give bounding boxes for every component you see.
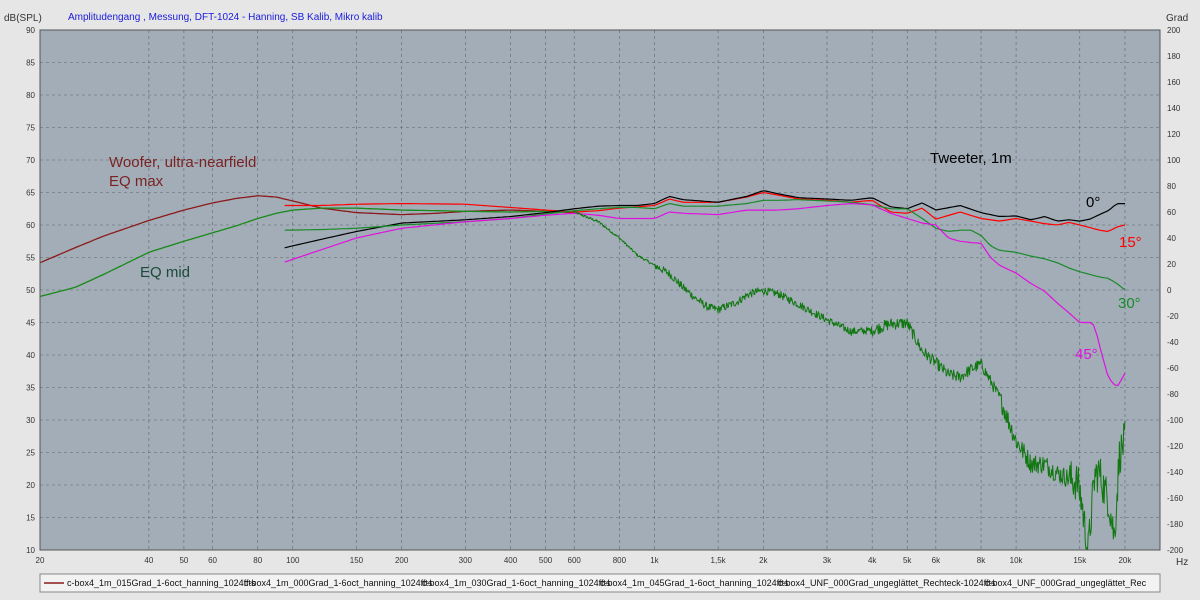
- x-tick-label: 8k: [977, 556, 986, 565]
- y-axis-right: -200-180-160-140-120-100-80-60-40-200204…: [1167, 26, 1184, 555]
- y2-tick-label: 60: [1167, 208, 1176, 217]
- x-axis: 20 40 50 60 80 100 150 200 300 400 500 600 800 1k 1,5k…: [36, 556, 1133, 565]
- series-line-4: [284, 199, 1126, 291]
- x-tick-label: 80: [253, 556, 262, 565]
- y2-tick-label: 120: [1167, 130, 1181, 139]
- annotation-15-deg: 15°: [1119, 234, 1142, 251]
- x-tick-label: 15k: [1073, 556, 1087, 565]
- x-tick-label: 2k: [759, 556, 768, 565]
- series-line-6: [573, 211, 1126, 551]
- x-tick-label: 200: [395, 556, 409, 565]
- y2-tick-label: 180: [1167, 52, 1181, 61]
- x-tick-label: 3k: [823, 556, 832, 565]
- y2-tick-label: 20: [1167, 260, 1176, 269]
- y-tick-label: 80: [26, 91, 35, 100]
- x-tick-label: 400: [504, 556, 518, 565]
- y-tick-label: 90: [26, 26, 35, 35]
- series-line-0: [39, 195, 575, 264]
- chart-title: Amplitudengang , Messung, DFT-1024 - Han…: [68, 12, 383, 23]
- series-line-1: [39, 207, 575, 298]
- y2-tick-label: -60: [1167, 364, 1179, 373]
- x-tick-label: 10k: [1010, 556, 1024, 565]
- legend-item-015: c-box4_1m_015Grad_1-6oct_hanning_1024fft…: [67, 578, 256, 588]
- y2-tick-label: 40: [1167, 234, 1176, 243]
- y2-tick-label: 80: [1167, 182, 1176, 191]
- annotations: Woofer, ultra-nearfield EQ max EQ mid Tw…: [109, 150, 1142, 363]
- y2-tick-label: 200: [1167, 26, 1181, 35]
- x-tick-label: 50: [179, 556, 188, 565]
- y2-tick-label: 0: [1167, 286, 1172, 295]
- y2-tick-label: -180: [1167, 520, 1184, 529]
- annotation-eq-max: EQ max: [109, 173, 164, 190]
- x-tick-label: 1,5k: [711, 556, 727, 565]
- y-tick-label: 25: [26, 449, 35, 458]
- annotation-woofer: Woofer, ultra-nearfield: [109, 154, 256, 171]
- y2-tick-label: 140: [1167, 104, 1181, 113]
- y-tick-label: 70: [26, 156, 35, 165]
- y-tick-label: 40: [26, 351, 35, 360]
- y-tick-label: 35: [26, 384, 35, 393]
- annotation-0-deg: 0°: [1086, 194, 1100, 211]
- x-tick-label: 20: [36, 556, 45, 565]
- x-tick-label: 20k: [1118, 556, 1132, 565]
- y2-tick-label: -100: [1167, 416, 1184, 425]
- y2-tick-label: -80: [1167, 390, 1179, 399]
- legend-item-045: c-box4_1m_045Grad_1-6oct_hanning_1024fft…: [600, 578, 789, 588]
- y-tick-label: 75: [26, 124, 35, 133]
- x-tick-label: 100: [286, 556, 300, 565]
- x-tick-label: 600: [568, 556, 582, 565]
- y-tick-label: 85: [26, 59, 35, 68]
- y-axis-title: dB(SPL): [4, 13, 42, 24]
- series-layer: [39, 190, 1126, 551]
- y2-tick-label: 100: [1167, 156, 1181, 165]
- series-line-5: [284, 203, 1126, 387]
- y2-tick-label: -40: [1167, 338, 1179, 347]
- x-tick-label: 40: [144, 556, 153, 565]
- annotation-45-deg: 45°: [1075, 346, 1098, 363]
- x-tick-label: 5k: [903, 556, 912, 565]
- y-axis-left: 10 15 20 25 30 35 40 45 50 55 60 65 70 75 80 85 90: [26, 26, 35, 555]
- y2-tick-label: -160: [1167, 494, 1184, 503]
- series-line-3: [284, 190, 1125, 249]
- legend-bar: c-box4_1m_015Grad_1-6oct_hanning_1024fft…: [39, 573, 1161, 593]
- x-tick-label: 4k: [868, 556, 877, 565]
- y-tick-label: 15: [26, 514, 35, 523]
- annotation-eq-mid: EQ mid: [140, 264, 190, 281]
- x-axis-title: Hz: [1176, 557, 1188, 568]
- y-tick-label: 10: [26, 546, 35, 555]
- x-tick-label: 500: [539, 556, 553, 565]
- x-tick-label: 60: [208, 556, 217, 565]
- y2-tick-label: -200: [1167, 546, 1184, 555]
- y-tick-label: 55: [26, 254, 35, 263]
- y2-tick-label: -120: [1167, 442, 1184, 451]
- annotation-tweeter: Tweeter, 1m: [930, 150, 1012, 167]
- legend-item-unf-1: c-box4_UNF_000Grad_ungeglättet_Rechteck-…: [778, 578, 996, 588]
- y2-tick-label: -140: [1167, 468, 1184, 477]
- y-tick-label: 45: [26, 319, 35, 328]
- y2-tick-label: -20: [1167, 312, 1179, 321]
- x-tick-label: 1k: [650, 556, 659, 565]
- y-tick-label: 20: [26, 481, 35, 490]
- grid-lines: [39, 29, 1160, 551]
- legend-item-unf-2: c-box4_UNF_000Grad_ungeglättet_Rec: [985, 578, 1147, 588]
- legend-item-030: c-box4_1m_030Grad_1-6oct_hanning_1024fft…: [422, 578, 611, 588]
- y-tick-label: 60: [26, 221, 35, 230]
- x-tick-label: 300: [459, 556, 473, 565]
- series-line-2: [284, 192, 1126, 232]
- y-tick-label: 30: [26, 416, 35, 425]
- legend-item-000: c-box4_1m_000Grad_1-6oct_hanning_1024fft…: [244, 578, 433, 588]
- x-tick-label: 150: [350, 556, 364, 565]
- y-tick-label: 50: [26, 286, 35, 295]
- y2-tick-label: 160: [1167, 78, 1181, 87]
- y-tick-label: 65: [26, 189, 35, 198]
- x-tick-label: 800: [613, 556, 627, 565]
- x-tick-label: 6k: [932, 556, 941, 565]
- y2-axis-title: Grad: [1166, 13, 1188, 24]
- annotation-30-deg: 30°: [1118, 295, 1141, 312]
